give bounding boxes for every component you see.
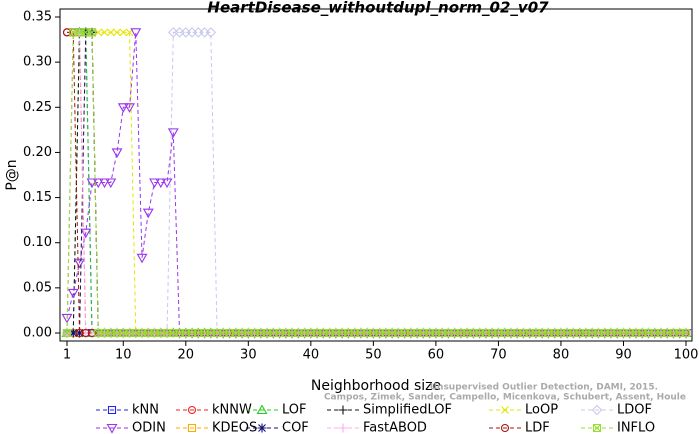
marker (99, 178, 110, 189)
legend-label: LoOP (525, 403, 558, 418)
line (66, 31, 686, 334)
line (67, 31, 686, 334)
x-tick-label: 20 (178, 348, 195, 363)
legend-marker (106, 423, 118, 434)
marker (75, 328, 85, 338)
legend-label: KDEOS (212, 421, 257, 434)
y-tick-label: 0.00 (23, 326, 52, 341)
legend-label: COF (282, 421, 309, 434)
legend-marker (591, 404, 603, 416)
legend-label: SimplifiedLOF (363, 403, 452, 418)
marker (87, 28, 97, 37)
line (66, 31, 686, 334)
marker (681, 328, 691, 338)
y-tick-label: 0.10 (23, 235, 52, 250)
legend-label: FastABOD (363, 421, 427, 434)
y-tick-label: 0.15 (23, 190, 52, 205)
marker (68, 328, 78, 338)
marker (62, 28, 72, 37)
line (67, 31, 686, 334)
series (62, 28, 691, 338)
marker (81, 328, 90, 338)
line (67, 31, 686, 334)
y-tick-label: 0.25 (23, 100, 52, 115)
legend-label: LDF (525, 421, 550, 434)
line (67, 31, 686, 334)
legend-marker (338, 423, 348, 433)
legend-marker (107, 405, 117, 415)
x-tick-label: 50 (365, 348, 382, 363)
x-tick-label: 40 (303, 348, 320, 363)
y-tick-label: 0.20 (23, 145, 52, 160)
x-tick-label: 80 (553, 348, 570, 363)
marker (136, 253, 148, 264)
marker (111, 148, 123, 159)
legend-marker (592, 423, 602, 433)
marker (105, 178, 117, 189)
marker (161, 178, 173, 189)
marker (86, 178, 98, 189)
marker (113, 28, 121, 37)
marker (92, 178, 104, 189)
marker (61, 313, 73, 324)
legend-label: LOF (282, 403, 307, 418)
marker (100, 28, 109, 37)
legend-marker (500, 423, 510, 433)
line (66, 31, 686, 334)
marker (87, 328, 97, 338)
marker (142, 208, 154, 219)
line (67, 31, 686, 334)
watermark: Campos, Zimek, Sander, Campello, Micenko… (324, 393, 686, 403)
legend-marker (187, 405, 197, 415)
legend-marker (338, 405, 348, 415)
legend-marker (256, 404, 268, 415)
plot-frame (59, 8, 693, 342)
marker (155, 178, 167, 189)
x-tick-label: 70 (490, 348, 507, 363)
line (67, 31, 686, 334)
legend-marker (187, 423, 197, 433)
x-axis-label: Neighborhood size (311, 378, 441, 394)
x-tick-label: 30 (240, 348, 257, 363)
marker (119, 28, 128, 37)
legend-label: kNNW (212, 403, 252, 418)
y-tick-label: 0.35 (23, 10, 52, 25)
y-tick-label: 0.30 (23, 55, 52, 70)
marker (75, 328, 84, 338)
marker (74, 258, 85, 269)
line (67, 31, 686, 334)
marker (149, 178, 160, 189)
watermark: Unsupervised Outlier Detection, DAMI, 20… (430, 383, 658, 393)
legend-marker (501, 406, 509, 414)
legend-marker (257, 423, 267, 433)
y-axis-label: P@n (4, 159, 20, 190)
marker (205, 27, 217, 38)
marker (117, 103, 129, 113)
marker (130, 28, 142, 38)
x-tick-label: 60 (428, 348, 445, 363)
marker (124, 103, 135, 113)
legend-label: ODIN (132, 421, 166, 434)
x-tick-label: 100 (674, 348, 699, 363)
y-tick-label: 0.05 (23, 280, 52, 295)
series (61, 28, 692, 339)
x-tick-label: 1 (63, 348, 71, 363)
x-tick-label: 10 (115, 348, 132, 363)
chart-title: HeartDisease_withoutdupl_norm_02_v07 (207, 0, 549, 17)
marker (67, 288, 79, 299)
legend-label: INFLO (617, 421, 655, 434)
marker (106, 28, 115, 37)
line (66, 32, 686, 334)
legend-label: kNN (132, 403, 159, 418)
legend-label: LDOF (617, 403, 652, 418)
x-tick-label: 90 (615, 348, 632, 363)
marker (167, 128, 179, 139)
marker (62, 328, 72, 338)
line (66, 31, 686, 334)
